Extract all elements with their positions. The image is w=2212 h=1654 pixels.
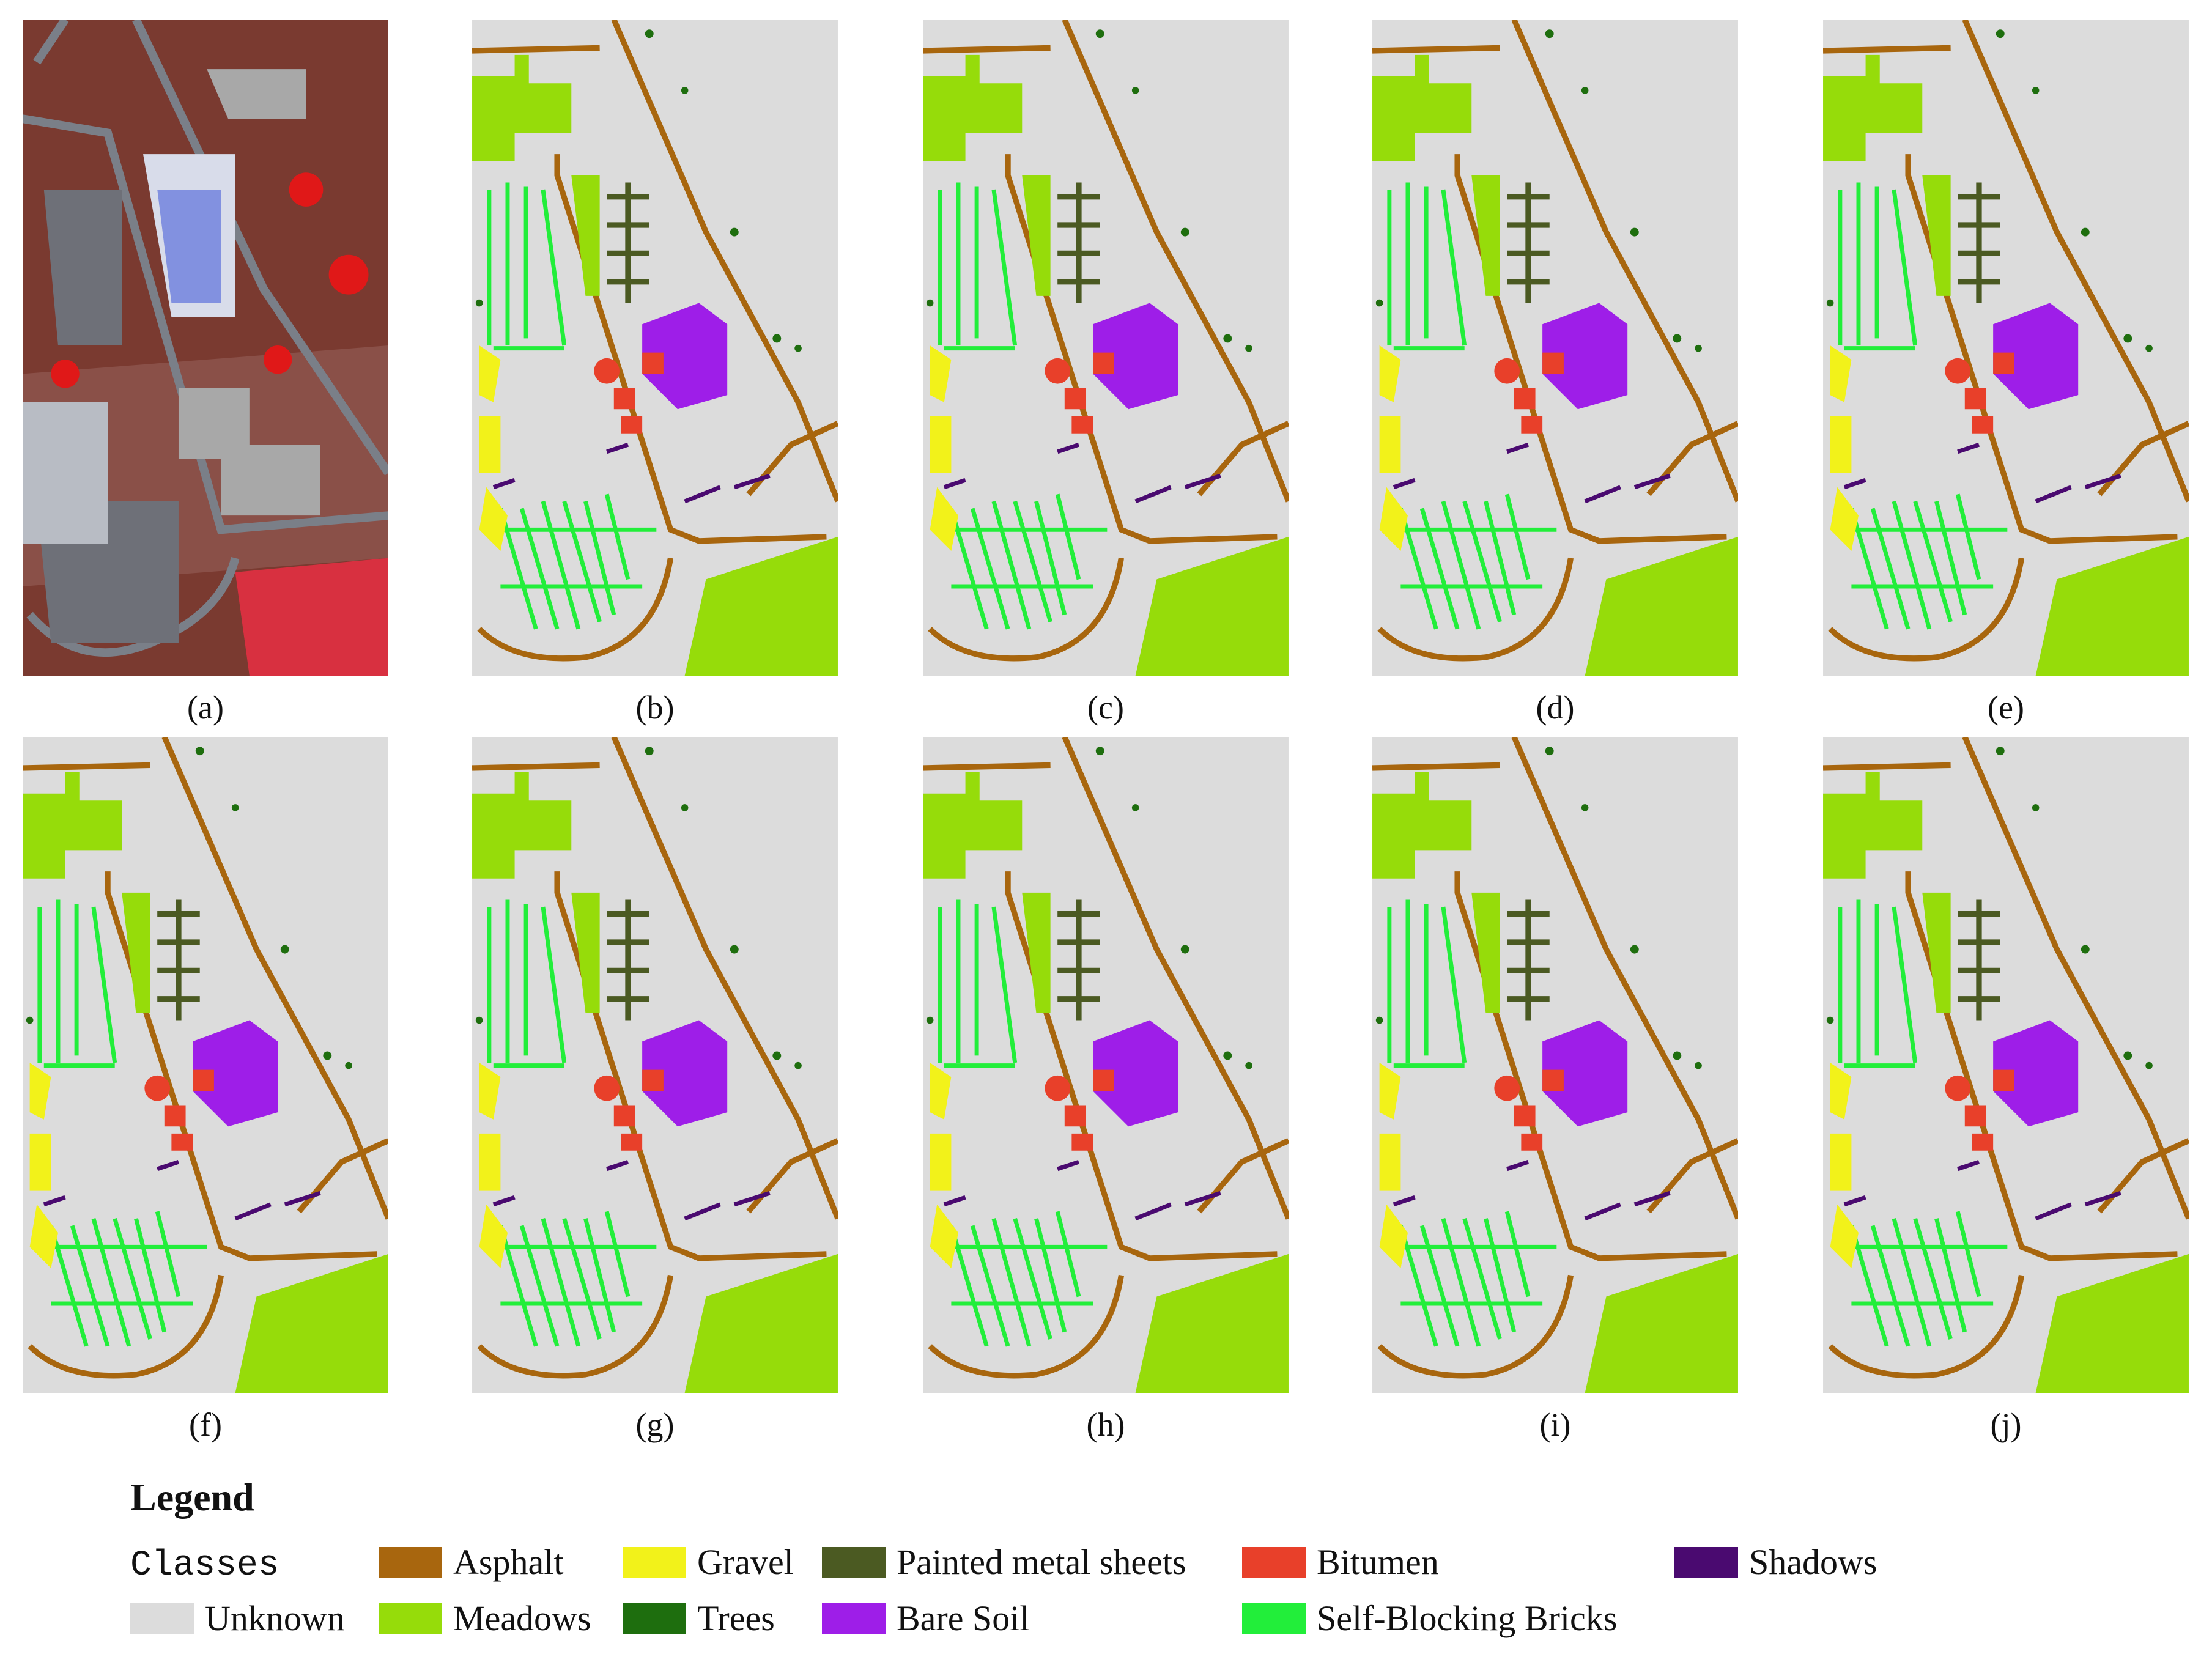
rgb-image	[23, 20, 388, 676]
legend-label: Shadows	[1749, 1542, 1877, 1582]
legend-label: Trees	[697, 1598, 775, 1638]
legend-label: Gravel	[697, 1542, 794, 1582]
legend-swatch	[379, 1603, 442, 1634]
panel-label: (h)	[1087, 1406, 1125, 1443]
classification-map	[1823, 737, 2189, 1393]
panel-label: (i)	[1540, 1406, 1571, 1443]
panel-label: (c)	[1087, 689, 1124, 726]
legend-label: Painted metal sheets	[897, 1542, 1186, 1582]
legend-swatch	[1674, 1547, 1738, 1578]
classification-map	[23, 737, 388, 1393]
legend-swatch	[130, 1603, 194, 1634]
panel-label: (j)	[1991, 1406, 2022, 1443]
panel-label: (g)	[636, 1406, 675, 1443]
legend: Legend Classes Asphalt Gravel Painted meta…	[130, 1475, 1877, 1638]
panel-label: (d)	[1536, 689, 1575, 726]
legend-swatch	[623, 1603, 686, 1634]
legend-label: Bitumen	[1317, 1542, 1439, 1582]
legend-label: Self-Blocking Bricks	[1317, 1598, 1617, 1638]
panel-label: (e)	[1988, 689, 2024, 726]
legend-label: Meadows	[453, 1598, 591, 1638]
classification-map	[1372, 737, 1738, 1393]
panel-label: (b)	[636, 689, 675, 726]
classes-label: Classes	[130, 1546, 279, 1586]
legend-swatch	[822, 1547, 886, 1578]
legend-title: Legend	[130, 1475, 254, 1519]
panels: (a) (b) (c) (d) (e) (f) (g) (h) (i) (j)	[23, 20, 2189, 1443]
panel-label: (a)	[187, 689, 224, 726]
legend-label: Bare Soil	[897, 1598, 1029, 1638]
legend-swatch	[623, 1547, 686, 1578]
legend-swatch	[822, 1603, 886, 1634]
classification-map	[1823, 20, 2189, 676]
classification-map	[472, 20, 838, 676]
classification-map	[923, 737, 1289, 1393]
legend-swatch	[379, 1547, 442, 1578]
legend-swatch	[1242, 1547, 1306, 1578]
classification-map	[1372, 20, 1738, 676]
classification-map	[923, 20, 1289, 676]
panel-label: (f)	[189, 1406, 222, 1443]
legend-label: Unknown	[205, 1598, 345, 1638]
legend-swatch	[1242, 1603, 1306, 1634]
legend-label: Asphalt	[453, 1542, 563, 1582]
classification-map	[472, 737, 838, 1393]
